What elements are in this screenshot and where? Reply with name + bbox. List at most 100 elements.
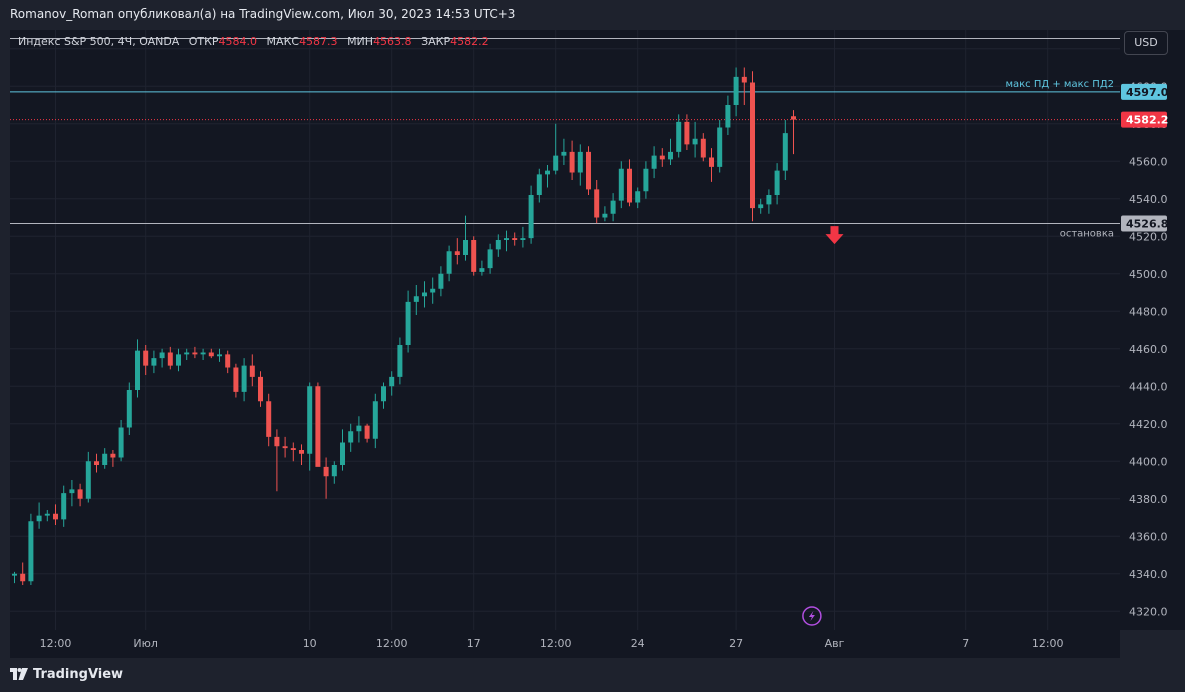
candle-body (733, 76, 739, 105)
legend-low-label: МИН (347, 35, 374, 48)
candle-body (249, 365, 255, 377)
time-axis-svg: 12:00 Июл 10 12:00 17 12:00 24 27 Авг 7 12:00 (40, 637, 1064, 650)
candle-body (167, 352, 173, 366)
level-badge-bg (1121, 83, 1167, 100)
footer: TradingView (0, 658, 1185, 692)
price-tick-label: 4440.0 (1129, 380, 1168, 393)
candle-body (676, 121, 682, 152)
candle-body (791, 116, 796, 120)
legend-high-label: МАКС (266, 35, 300, 48)
lightning-bolt-icon (808, 611, 815, 621)
last-price-badge: 4582.2 (1126, 114, 1168, 127)
price-tick-label: 4480.0 (1129, 305, 1168, 318)
candle-body (176, 354, 181, 366)
candle-body (102, 453, 108, 465)
price-tick-label: 4560.0 (1129, 155, 1168, 168)
price-scale[interactable]: 4320.0 4340.0 4360.0 4380.0 4400.0 4420.0 4440… (1120, 30, 1185, 630)
level-label: макс ПД + макс ПД2 (1005, 79, 1114, 90)
candle-body (750, 82, 755, 209)
alerts-lightning-icon (802, 606, 822, 626)
candle-body (159, 352, 165, 359)
candle-body (536, 174, 542, 195)
candle-body (725, 105, 731, 128)
currency-button[interactable]: USD (1124, 31, 1168, 55)
candle-body (774, 170, 780, 195)
candle-body (53, 513, 58, 520)
time-tick-label: 12:00 (540, 637, 572, 650)
candle-body (340, 442, 345, 465)
time-tick-label: 12:00 (1032, 637, 1064, 650)
candle-body (110, 453, 116, 458)
brand-name[interactable]: TradingView (33, 667, 124, 682)
candle-body (782, 133, 788, 171)
stop-badge-bg (1121, 215, 1167, 232)
candle-body (315, 386, 321, 467)
candle-body (553, 155, 559, 171)
candle-body (659, 155, 665, 160)
tradingview-logo-icon[interactable] (10, 668, 28, 680)
publisher-caption: Romanov_Roman опубликовал(а) на TradingV… (10, 7, 516, 21)
candle-body (143, 350, 149, 366)
candle-body (700, 138, 706, 158)
time-tick-label: 12:00 (40, 637, 72, 650)
price-tick-label: 4360.0 (1129, 530, 1168, 543)
candle-body (94, 461, 99, 465)
candle-body (77, 489, 83, 499)
candle-body (610, 200, 616, 214)
candle-body (12, 573, 17, 576)
candle-body (208, 352, 214, 357)
candle-body (258, 376, 263, 402)
legend-high-value: 4587.3 (299, 35, 338, 48)
candle-body (192, 352, 198, 355)
candle-body (241, 365, 247, 392)
candle-body (372, 401, 378, 439)
candle-body (28, 521, 34, 582)
candle-body (200, 352, 206, 355)
candle-body (184, 352, 190, 355)
candle-body (348, 431, 354, 443)
candle-body (758, 204, 764, 209)
candle-body (85, 461, 91, 499)
candle-body (20, 573, 26, 582)
candle-body (709, 157, 714, 167)
candle-body (274, 436, 280, 447)
candle-body (413, 296, 419, 302)
price-tick-label: 4500.0 (1129, 268, 1168, 281)
legend-open-label: ОТКР (188, 35, 219, 48)
candle-body (643, 168, 649, 192)
price-tick-label: 4400.0 (1129, 455, 1168, 468)
candle-body (627, 168, 632, 203)
time-tick-label: 27 (729, 637, 743, 650)
candle-body (651, 155, 657, 169)
candle-body (438, 273, 444, 289)
candle-body (282, 446, 288, 449)
time-tick-label: Июл (133, 637, 158, 650)
candlestick-chart[interactable]: макс ПД + макс ПД2 остановка (10, 30, 1120, 630)
top-bar: Romanov_Roman опубликовал(а) на TradingV… (0, 0, 1185, 30)
time-axis[interactable]: 12:00 Июл 10 12:00 17 12:00 24 27 Авг 7 12:00 (10, 630, 1120, 658)
legend-low-value: 4563.8 (373, 35, 412, 48)
time-tick-label: 10 (303, 637, 317, 650)
price-tick-label: 4520.0 (1129, 230, 1168, 243)
candle-body (635, 191, 641, 203)
candle-body (569, 151, 575, 173)
chart-pane[interactable]: макс ПД + макс ПД2 остановка (10, 30, 1120, 630)
price-tick-label: 4380.0 (1129, 493, 1168, 506)
candle-body (36, 515, 42, 522)
price-tick-label: 4420.0 (1129, 418, 1168, 431)
candle-body (217, 354, 222, 357)
candle-body (290, 448, 296, 450)
candle-body (430, 288, 436, 293)
candle-body (422, 292, 427, 297)
candle-body (151, 358, 157, 366)
candle-body (69, 489, 75, 494)
candle-body (118, 427, 124, 458)
candle-body (479, 268, 485, 272)
candle-body (594, 189, 600, 218)
candle-body (618, 168, 624, 201)
candle-body (356, 425, 362, 432)
time-tick-label: 12:00 (376, 637, 408, 650)
candle-body (44, 513, 50, 516)
candle-body (717, 127, 723, 167)
candle-body (463, 240, 468, 255)
